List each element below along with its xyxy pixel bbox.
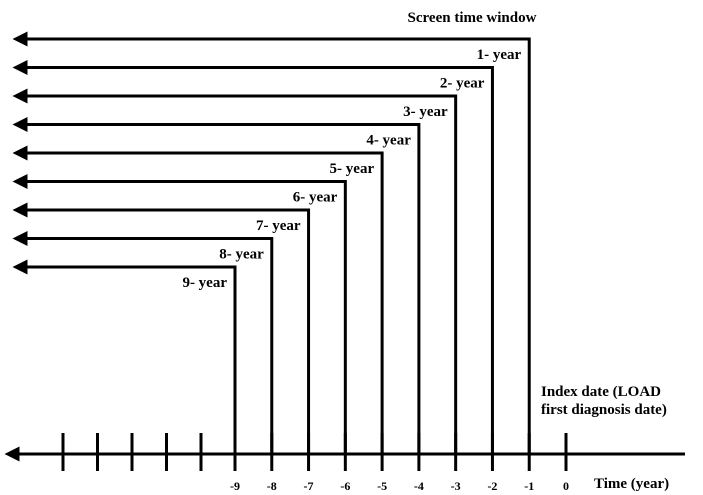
tick-label-minus-7: -7 bbox=[304, 479, 314, 493]
tick-label-minus-8: -8 bbox=[267, 479, 277, 493]
axis-label: Time (year) bbox=[594, 476, 669, 492]
window-line-2-year bbox=[12, 60, 494, 454]
tick-label-minus-2: -2 bbox=[487, 479, 497, 493]
tick-label-minus-3: -3 bbox=[451, 479, 461, 493]
diagram-title: Screen time window bbox=[408, 10, 537, 26]
tick-label-minus-9: -9 bbox=[230, 479, 240, 493]
tick-label-minus-1: -1 bbox=[524, 479, 534, 493]
window-line-6-year bbox=[12, 174, 347, 454]
window-line-4-year bbox=[12, 117, 421, 454]
window-label-8-year: 8- year bbox=[219, 247, 264, 263]
tick-label-minus-6: -6 bbox=[340, 479, 350, 493]
tick-label-0: 0 bbox=[563, 479, 569, 493]
tick-label-minus-4: -4 bbox=[414, 479, 424, 493]
window-line-1-year bbox=[12, 31, 531, 454]
tick-label-minus-5: -5 bbox=[377, 479, 387, 493]
index-date-label-line1: Index date (LOAD bbox=[541, 384, 661, 400]
window-line-9-year bbox=[12, 259, 237, 454]
window-label-4-year: 4- year bbox=[366, 133, 411, 149]
window-line-7-year bbox=[12, 202, 311, 454]
extra-tick-group bbox=[61, 433, 203, 471]
window-label-7-year: 7- year bbox=[256, 218, 301, 234]
window-label-6-year: 6- year bbox=[293, 190, 338, 206]
window-group: 1- year 2- year 3- year 4- year 5- year 6- ye… bbox=[12, 31, 531, 454]
window-label-9-year: 9- year bbox=[182, 275, 227, 291]
index-date-label-line2: first diagnosis date) bbox=[541, 402, 667, 418]
window-label-5-year: 5- year bbox=[330, 161, 375, 177]
window-label-1-year: 1- year bbox=[477, 47, 522, 63]
tick-group: -9 -8 -7 -6 -5 -4 -3 -2 -1 0 bbox=[230, 433, 569, 493]
window-label-2-year: 2- year bbox=[440, 76, 485, 92]
window-line-3-year bbox=[12, 88, 458, 454]
window-label-3-year: 3- year bbox=[403, 104, 448, 120]
window-line-8-year bbox=[12, 231, 274, 454]
window-line-5-year bbox=[12, 145, 384, 454]
